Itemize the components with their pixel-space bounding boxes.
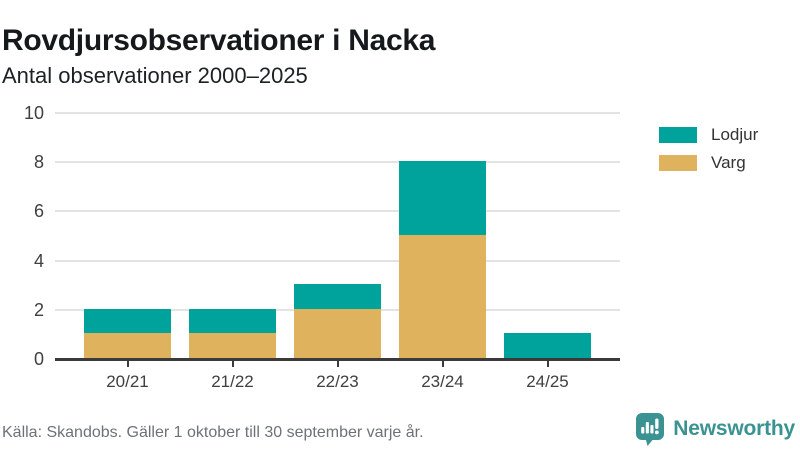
x-axis-tick xyxy=(231,361,234,367)
bar-segment-varg-23-24 xyxy=(399,235,486,358)
newsworthy-logo[interactable]: Newsworthy xyxy=(635,412,795,446)
bar-segment-lodjur-21-22 xyxy=(189,308,276,334)
x-axis-tick-label: 24/25 xyxy=(526,372,569,391)
x-axis-tick-label: 20/21 xyxy=(106,372,149,391)
gridline-y-8 xyxy=(55,161,620,164)
legend-item-lodjur: Lodjur xyxy=(659,126,758,143)
legend-swatch xyxy=(659,154,697,171)
bar-segment-varg-21-22 xyxy=(189,333,276,358)
chart-legend: Lodjur Varg xyxy=(659,126,758,182)
bar-segment-lodjur-20-21 xyxy=(84,308,171,334)
newsworthy-icon xyxy=(636,413,665,446)
legend-label: Varg xyxy=(711,153,746,172)
legend-item-varg: Varg xyxy=(659,154,758,171)
bar-segment-lodjur-24-25 xyxy=(504,333,591,358)
source-note: Källa: Skandobs. Gäller 1 oktober till 3… xyxy=(2,424,424,441)
x-axis-tick-label: 23/24 xyxy=(421,372,464,391)
x-axis-tick xyxy=(441,361,444,367)
bar-segment-varg-22-23 xyxy=(294,308,381,358)
x-axis-tick-label: 22/23 xyxy=(316,372,359,391)
legend-swatch xyxy=(659,126,697,143)
y-axis-tick-label: 4 xyxy=(33,250,44,271)
bar-segment-varg-20-21 xyxy=(84,333,171,358)
legend-label: Lodjur xyxy=(711,125,759,144)
x-axis-line xyxy=(55,358,620,361)
chart-subtitle: Antal observationer 2000–2025 xyxy=(2,63,308,88)
x-axis-tick-label: 21/22 xyxy=(211,372,254,391)
gridline-y-6 xyxy=(55,210,620,213)
gridline-y-4 xyxy=(55,259,620,262)
gridline-y-10 xyxy=(55,112,620,114)
bar-segment-lodjur-23-24 xyxy=(399,161,486,235)
y-axis-tick-label: 0 xyxy=(33,349,44,369)
y-axis-tick-label: 8 xyxy=(33,152,44,173)
x-axis-tick xyxy=(126,361,129,367)
x-axis-tick xyxy=(336,361,339,367)
y-axis-tick-label: 2 xyxy=(33,299,44,320)
brand-wordmark: Newsworthy xyxy=(673,417,795,440)
y-axis-tick-label: 10 xyxy=(23,103,44,123)
y-axis-tick-label: 6 xyxy=(33,201,44,222)
x-axis-tick xyxy=(546,361,549,367)
page-title: Rovdjursobservationer i Nacka xyxy=(2,24,436,58)
bar-segment-lodjur-22-23 xyxy=(294,284,381,309)
